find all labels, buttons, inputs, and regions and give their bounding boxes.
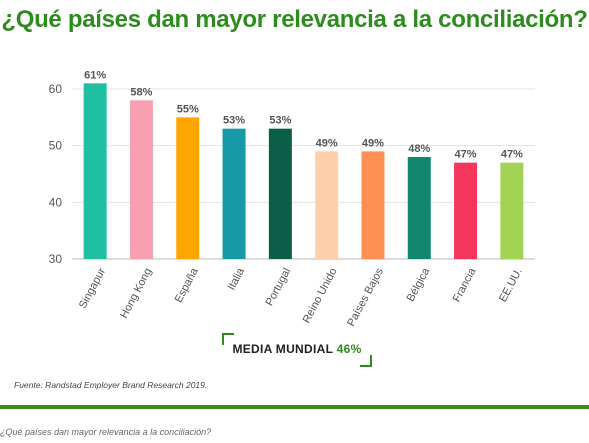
green-divider <box>0 405 589 409</box>
bar-value-label: 47% <box>455 149 477 161</box>
bar-value-label: 47% <box>501 149 523 161</box>
category-label: Hong Kong <box>118 266 154 320</box>
bar-value-label: 49% <box>362 137 384 149</box>
y-tick-label: 60 <box>49 82 63 96</box>
bar-value-label: 61% <box>84 69 106 81</box>
category-label: Países Bajos <box>345 266 386 329</box>
bar-países-bajos <box>361 151 385 259</box>
bar-value-label: 49% <box>316 137 338 149</box>
y-tick-label: 30 <box>49 252 63 266</box>
bar-reino-unido <box>315 151 339 259</box>
image-caption: ¿Qué países dan mayor relevancia a la co… <box>0 427 212 437</box>
bar-singapur <box>83 83 107 259</box>
y-axis-ticks: 30 40 50 60 <box>49 82 63 266</box>
bar-ee-uu- <box>500 162 524 259</box>
bar-value-label: 53% <box>269 115 291 127</box>
bar-value-label: 48% <box>408 143 430 155</box>
bar-italia <box>222 128 246 259</box>
source-note: Fuente: Randstad Employer Brand Research… <box>14 380 208 390</box>
bar-value-label: 53% <box>223 115 245 127</box>
category-label: Reino Unido <box>301 266 340 325</box>
chart-title: ¿Qué países dan mayor relevancia a la co… <box>1 6 588 33</box>
bar-francia <box>454 162 478 259</box>
media-mundial-value: 46% <box>336 342 362 356</box>
category-label: EE.UU. <box>497 266 525 304</box>
category-label: Bélgica <box>405 265 433 303</box>
category-label: Italia <box>226 265 248 292</box>
y-tick-label: 40 <box>49 195 63 209</box>
bar-españa <box>176 117 200 259</box>
category-label: Francia <box>451 265 479 304</box>
bar-value-label: 58% <box>130 86 152 98</box>
bar-portugal <box>268 128 292 259</box>
bar-hong-kong <box>129 100 153 259</box>
category-label: España <box>173 265 202 304</box>
category-label: Singapur <box>77 266 108 311</box>
category-labels: Singapur Hong Kong España Italia Portugal Rei… <box>77 265 525 328</box>
media-mundial-box: MEDIA MUNDIAL 46% <box>222 333 372 367</box>
value-labels: 61% 58% 55% 53% 53% 49% 49% 48% 47% 47% <box>84 69 523 160</box>
corner-bracket-top-left <box>222 333 234 345</box>
media-mundial-label: MEDIA MUNDIAL <box>232 342 333 356</box>
bar-value-label: 55% <box>177 103 199 115</box>
corner-bracket-bottom-right <box>360 355 372 367</box>
bars <box>83 83 524 259</box>
media-mundial-text: MEDIA MUNDIAL 46% <box>222 342 372 356</box>
category-label: Portugal <box>264 266 294 308</box>
y-tick-label: 50 <box>49 139 63 153</box>
bar-bélgica <box>407 157 431 259</box>
